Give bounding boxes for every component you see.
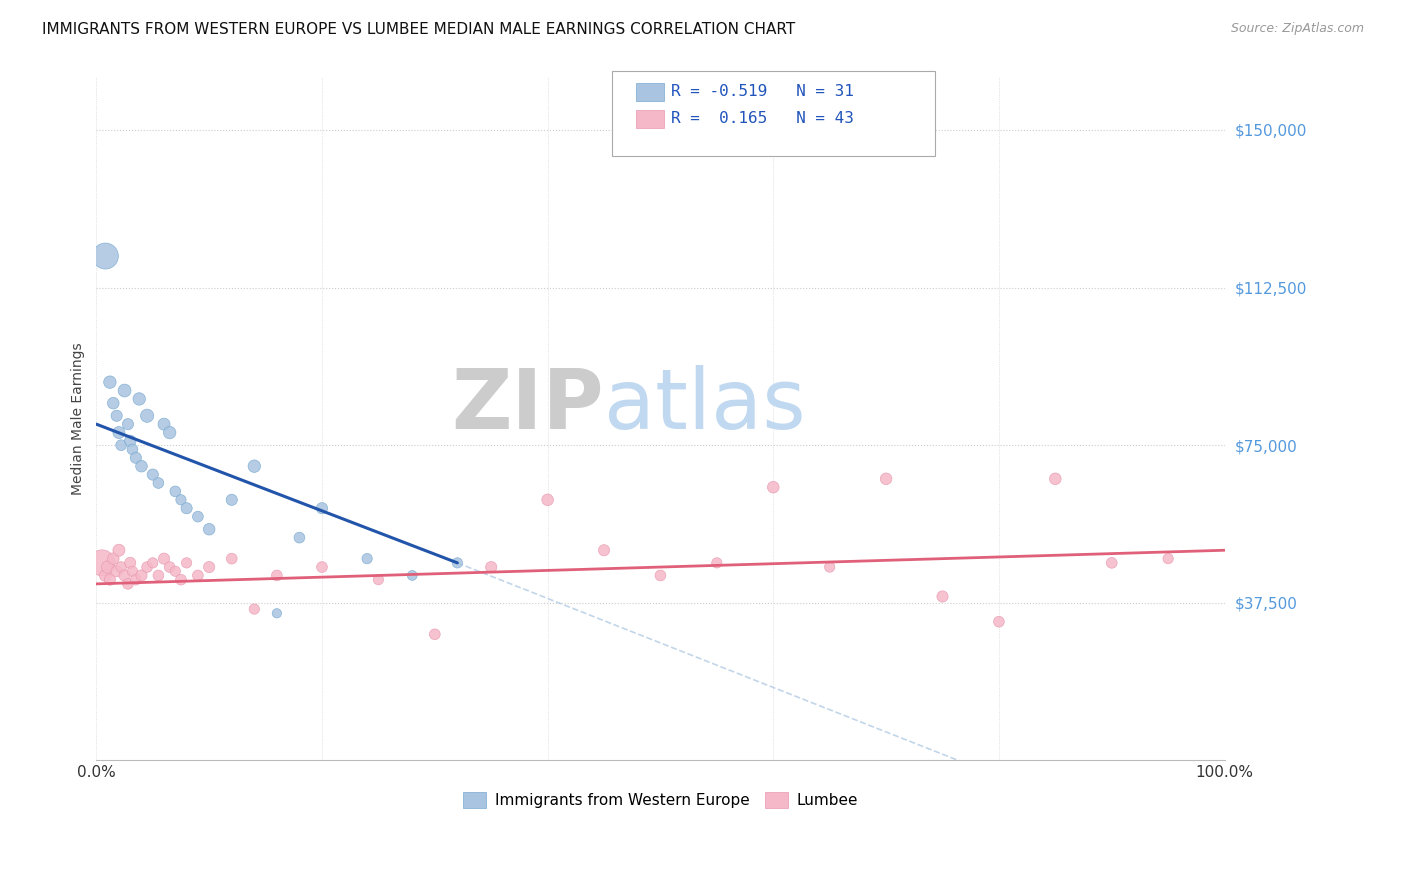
Point <box>818 560 841 574</box>
Point <box>91 556 114 570</box>
Point <box>1045 472 1067 486</box>
Point <box>103 551 125 566</box>
Point <box>198 522 221 536</box>
Point <box>187 509 209 524</box>
Point <box>97 560 120 574</box>
Point <box>311 501 333 516</box>
Point <box>593 543 616 558</box>
Point <box>148 568 170 582</box>
Point <box>423 627 446 641</box>
Point <box>159 425 181 440</box>
Point <box>356 551 378 566</box>
Text: R =  0.165   N = 43: R = 0.165 N = 43 <box>671 112 853 126</box>
Point <box>170 492 193 507</box>
Point <box>120 434 142 448</box>
Point <box>98 573 121 587</box>
Point <box>110 438 132 452</box>
Point <box>103 396 125 410</box>
Point <box>446 556 468 570</box>
Point <box>243 602 266 616</box>
Point <box>176 501 198 516</box>
Point <box>153 417 176 432</box>
Point <box>105 564 128 578</box>
Point <box>128 392 150 406</box>
Point <box>98 375 121 389</box>
Point <box>311 560 333 574</box>
Text: R = -0.519   N = 31: R = -0.519 N = 31 <box>671 85 853 99</box>
Point <box>288 531 311 545</box>
Text: Source: ZipAtlas.com: Source: ZipAtlas.com <box>1230 22 1364 36</box>
Point <box>176 556 198 570</box>
Point <box>401 568 423 582</box>
Point <box>121 564 143 578</box>
Point <box>1157 551 1180 566</box>
Point <box>165 564 187 578</box>
Point <box>165 484 187 499</box>
Point <box>650 568 672 582</box>
Point <box>221 551 243 566</box>
Point <box>125 450 148 465</box>
Point <box>367 573 389 587</box>
Point <box>121 442 143 457</box>
Point <box>706 556 728 570</box>
Point <box>875 472 897 486</box>
Point <box>479 560 502 574</box>
Point <box>762 480 785 494</box>
Point <box>94 568 117 582</box>
Point <box>108 543 131 558</box>
Text: IMMIGRANTS FROM WESTERN EUROPE VS LUMBEE MEDIAN MALE EARNINGS CORRELATION CHART: IMMIGRANTS FROM WESTERN EUROPE VS LUMBEE… <box>42 22 796 37</box>
Point <box>266 568 288 582</box>
Point <box>266 607 288 621</box>
Point <box>243 459 266 474</box>
Y-axis label: Median Male Earnings: Median Male Earnings <box>72 343 86 495</box>
Point <box>120 556 142 570</box>
Point <box>170 573 193 587</box>
Point <box>114 568 136 582</box>
Point <box>987 615 1010 629</box>
Point <box>131 568 153 582</box>
Point <box>187 568 209 582</box>
Point <box>536 492 558 507</box>
Point <box>142 467 165 482</box>
Point <box>221 492 243 507</box>
Point <box>931 590 953 604</box>
Point <box>148 475 170 490</box>
Point <box>105 409 128 423</box>
Point <box>125 573 148 587</box>
Text: ZIP: ZIP <box>451 365 605 446</box>
Point <box>159 560 181 574</box>
Point <box>117 577 139 591</box>
Text: atlas: atlas <box>605 365 806 446</box>
Point <box>136 560 159 574</box>
Point <box>110 560 132 574</box>
Point <box>131 459 153 474</box>
Point <box>94 249 117 263</box>
Point <box>108 425 131 440</box>
Point <box>1101 556 1123 570</box>
Point <box>136 409 159 423</box>
Point <box>114 384 136 398</box>
Point <box>198 560 221 574</box>
Legend: Immigrants from Western Europe, Lumbee: Immigrants from Western Europe, Lumbee <box>457 786 865 814</box>
Point <box>153 551 176 566</box>
Point <box>142 556 165 570</box>
Point <box>117 417 139 432</box>
